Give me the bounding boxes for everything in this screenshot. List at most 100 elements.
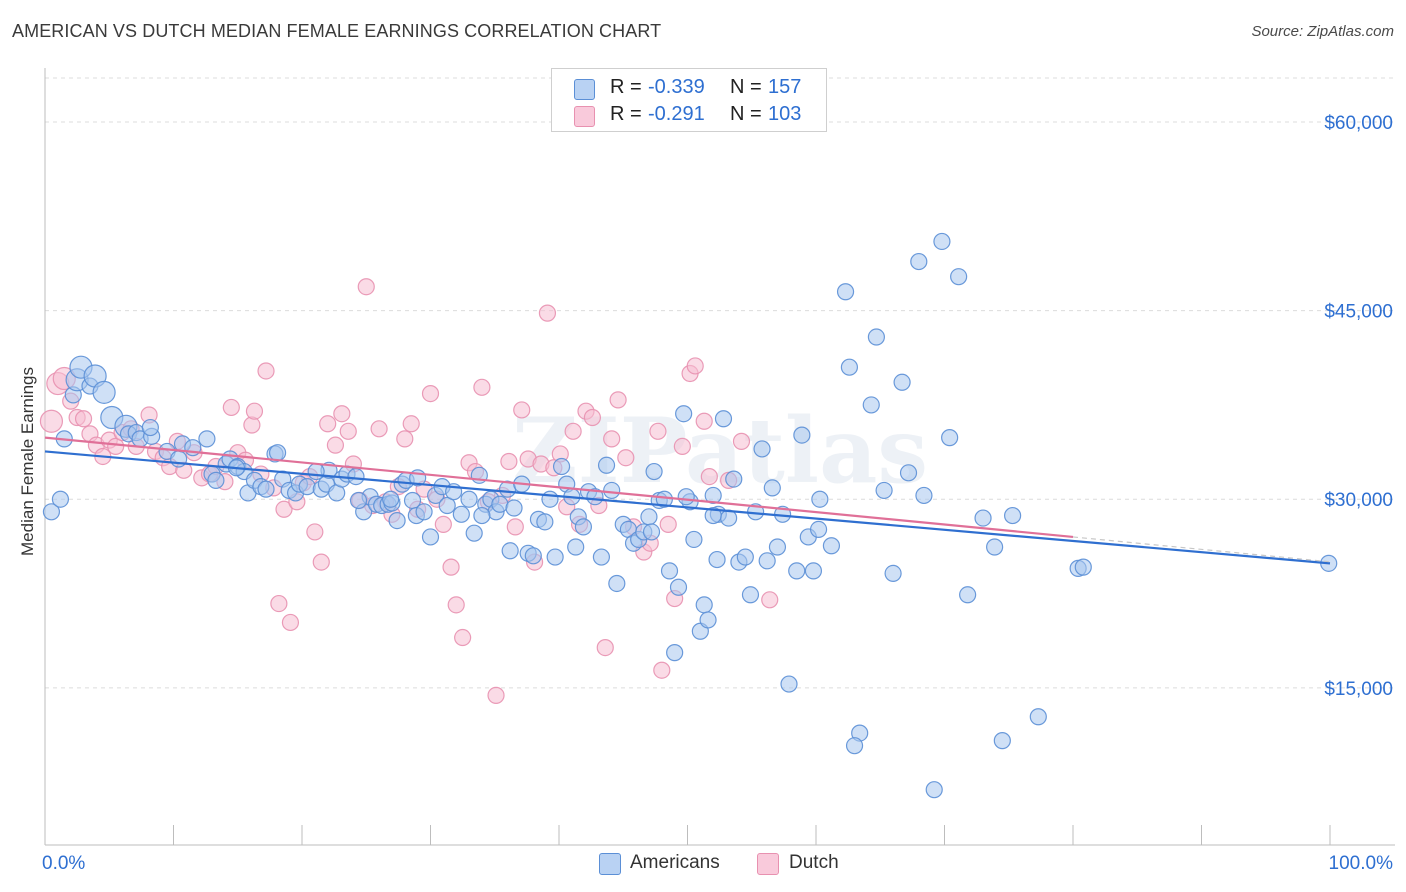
dutch-point <box>447 596 465 614</box>
dutch-point <box>312 553 330 571</box>
americans-point <box>845 737 864 755</box>
dutch-point <box>326 436 345 454</box>
americans-point <box>840 358 859 376</box>
americans-point <box>862 396 880 414</box>
dutch-point <box>357 278 375 296</box>
americans-point <box>695 596 713 614</box>
dutch-point <box>609 391 627 409</box>
legend-n-label: N = <box>730 76 762 98</box>
dutch-point <box>306 523 324 541</box>
dutch-point <box>257 362 275 380</box>
americans-point <box>1029 708 1047 726</box>
americans-legend-swatch <box>599 853 621 875</box>
americans-point <box>836 283 855 301</box>
dutch-point <box>617 449 635 467</box>
americans-point <box>465 524 483 542</box>
americans-swatch <box>574 79 595 100</box>
americans-point <box>666 644 684 662</box>
americans-point <box>42 503 61 521</box>
americans-point <box>567 538 585 556</box>
dutch-swatch <box>574 106 595 127</box>
americans-point <box>811 490 829 508</box>
legend-n-label: N = <box>730 103 762 125</box>
dutch-point <box>107 437 125 456</box>
americans-point <box>307 462 325 481</box>
dutch-point <box>506 518 524 536</box>
dutch-point <box>761 591 779 609</box>
americans-point <box>768 538 787 556</box>
legend-row-dutch: R = -0.291 N = 103 <box>552 100 826 130</box>
americans-point <box>660 562 679 580</box>
dutch-point <box>500 452 518 471</box>
americans-point <box>491 495 509 513</box>
americans-point <box>993 732 1011 750</box>
americans-point <box>552 457 571 476</box>
dutch-point <box>487 686 505 704</box>
americans-point <box>677 488 695 506</box>
americans-point <box>92 380 116 404</box>
americans-point <box>884 564 902 583</box>
americans-point <box>950 268 968 286</box>
americans-point <box>804 562 823 580</box>
americans-point <box>546 548 564 566</box>
dutch-point <box>732 432 751 450</box>
americans-point <box>758 552 776 570</box>
dutch-point <box>402 415 420 433</box>
americans-point <box>524 547 542 565</box>
americans-point <box>608 574 626 593</box>
dutch-point <box>513 401 531 419</box>
legend-row-americans: R = -0.339 N = 157 <box>552 73 826 103</box>
americans-point <box>822 537 841 555</box>
americans-point <box>645 462 663 481</box>
americans-point <box>541 490 559 508</box>
americans-point <box>473 506 491 525</box>
series-legend: Americans Dutch <box>0 851 1406 877</box>
americans-point <box>592 548 611 566</box>
americans-point <box>51 490 70 508</box>
legend-n-value: 157 <box>768 76 802 98</box>
x-tick-label-min: 0.0% <box>42 853 85 874</box>
americans-point <box>642 523 661 541</box>
americans-point <box>438 496 456 515</box>
americans-point <box>925 781 943 799</box>
americans-point <box>640 508 658 526</box>
dutch-point <box>659 515 677 533</box>
dutch-trend-line <box>44 436 1074 539</box>
americans-point <box>669 578 688 596</box>
americans-point <box>763 479 781 497</box>
americans-point <box>460 490 478 508</box>
americans-point <box>198 430 216 448</box>
dutch-point <box>319 415 337 433</box>
dutch-point <box>603 430 621 448</box>
chart-title: AMERICAN VS DUTCH MEDIAN FEMALE EARNINGS… <box>12 21 662 41</box>
legend-r-value: -0.291 <box>648 103 705 125</box>
y-tick-label: $60,000 <box>1324 113 1393 134</box>
americans-point <box>788 562 806 580</box>
americans-point <box>959 586 977 604</box>
americans-point <box>536 513 554 531</box>
dutch-point <box>538 304 557 322</box>
americans-point <box>875 481 893 500</box>
americans-point <box>708 550 726 569</box>
americans-point <box>421 528 440 546</box>
americans-point <box>298 478 316 496</box>
dutch-point <box>434 515 452 533</box>
dutch-point <box>74 410 93 428</box>
americans-point <box>809 520 828 538</box>
correlation-legend: R = -0.339 N = 157 R = -0.291 N = 103 <box>551 68 827 132</box>
americans-point <box>899 464 918 482</box>
americans-point <box>382 490 400 508</box>
americans-point <box>893 373 911 391</box>
dutch-point <box>695 412 713 430</box>
dutch-point <box>333 405 351 423</box>
americans-point <box>603 481 621 500</box>
americans-point <box>1004 506 1022 525</box>
americans-point <box>704 506 722 525</box>
dutch-point <box>653 661 671 679</box>
dutch-point <box>454 628 472 647</box>
source-label: Source: ZipAtlas.com <box>1251 23 1394 40</box>
legend-n-value: 103 <box>768 103 802 125</box>
americans-point <box>867 328 885 346</box>
americans-point <box>910 252 928 271</box>
dutch-point <box>243 416 261 434</box>
